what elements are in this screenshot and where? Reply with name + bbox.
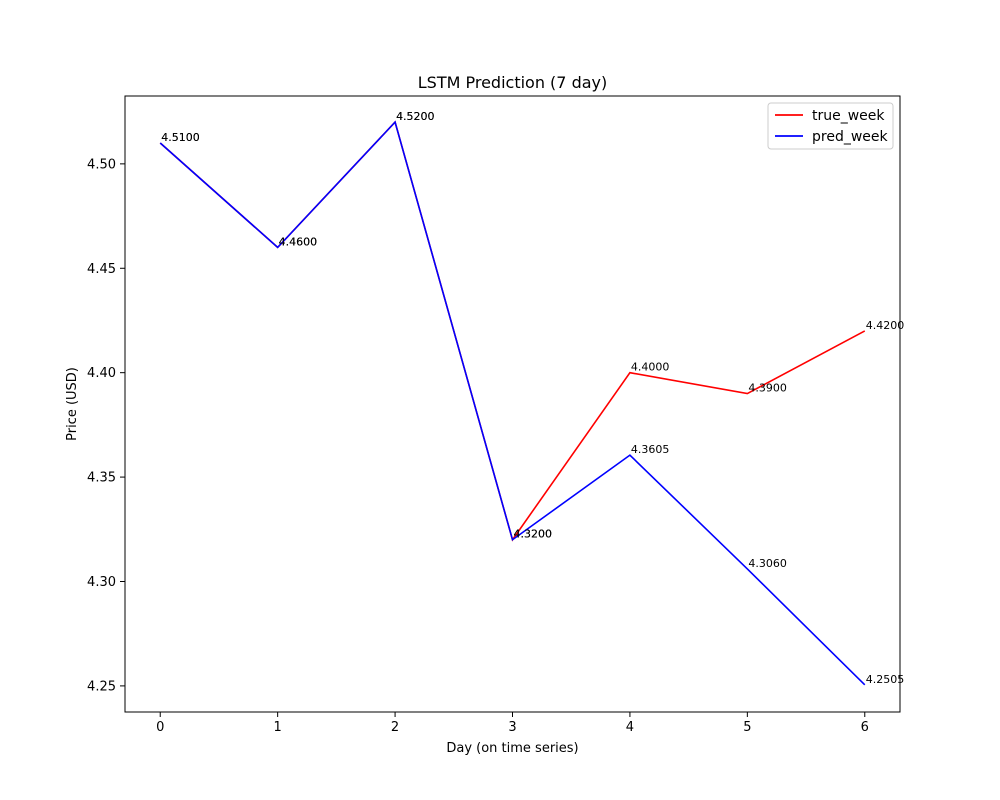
data-label: 4.4600 [279,235,318,248]
x-tick-label: 0 [156,720,164,735]
legend-label-pred-week: pred_week [812,129,889,145]
data-label: 4.5200 [396,110,435,123]
y-axis-label: Price (USD) [65,367,80,441]
x-tick-label: 6 [861,720,869,735]
series-line-pred-week [159,120,866,686]
data-label: 4.2505 [866,673,905,686]
y-tick-label: 4.40 [87,366,116,381]
data-label: 4.4600 [279,235,318,248]
chart-title: LSTM Prediction (7 day) [418,73,607,92]
x-tick-label: 5 [743,720,751,735]
plot-frame [124,95,901,713]
x-tick-label: 1 [274,720,282,735]
y-tick-label: 4.30 [87,575,116,590]
data-label: 4.3900 [748,382,787,395]
y-axis: 4.25 4.30 4.35 4.40 4.45 4.50 [87,157,125,694]
data-label: 4.4200 [866,319,905,332]
y-tick-label: 4.25 [87,679,116,694]
x-axis-label: Day (on time series) [446,741,578,756]
data-label: 4.3605 [631,443,670,456]
data-label: 4.5100 [161,131,200,144]
y-tick-label: 4.50 [87,157,116,172]
x-axis: 0 1 2 3 4 5 6 [156,712,869,735]
y-tick-label: 4.35 [87,471,116,486]
x-tick-label: 3 [508,720,516,735]
data-label: 4.4000 [631,361,670,374]
data-label: 4.3200 [514,528,553,541]
series-line-true-week [159,120,866,542]
data-label: 4.5200 [396,110,435,123]
plot-area: 4.5100 4.4600 4.5200 4.3200 4.4000 4.3900 4.42… [159,110,905,686]
data-label: 4.3200 [514,528,553,541]
legend-label-true-week: true_week [812,108,885,124]
data-label: 4.5100 [161,131,200,144]
x-tick-label: 4 [626,720,634,735]
legend: true_week pred_week [767,102,894,150]
data-label: 4.3060 [748,557,787,570]
y-tick-label: 4.45 [87,262,116,277]
x-tick-label: 2 [391,720,399,735]
